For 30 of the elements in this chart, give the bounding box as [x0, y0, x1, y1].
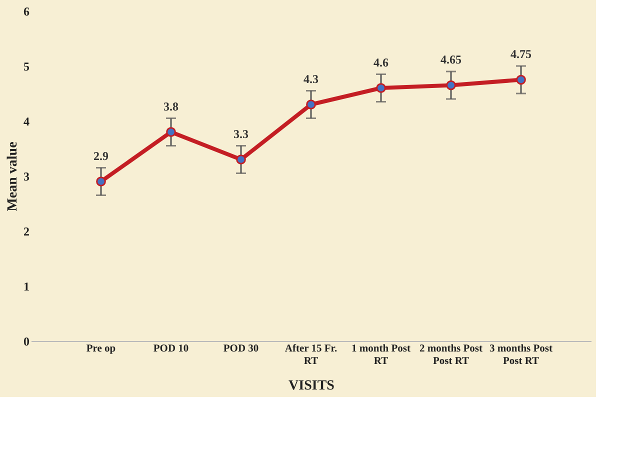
y-tick-label: 5 [24, 60, 30, 74]
y-axis-title: Mean value [6, 142, 20, 212]
x-tick-label: 3 months Post Post RT [489, 344, 553, 367]
y-tick-label: 2 [24, 224, 30, 238]
point [236, 154, 246, 164]
y-tick-label: 4 [24, 114, 30, 128]
x-tick-label: POD 30 [223, 344, 259, 354]
point [516, 74, 526, 85]
point [166, 127, 176, 137]
data-label: 3.8 [164, 99, 178, 114]
point [376, 83, 386, 93]
data-label: 2.9 [94, 148, 108, 163]
data-label: 4.75 [510, 47, 532, 61]
x-tick-label: 2 months Post Post RT [419, 344, 483, 367]
point [446, 80, 456, 90]
data-label: 3.3 [234, 126, 248, 141]
x-tick-label: 1 month Post RT [352, 344, 411, 367]
data-label: 4.6 [374, 55, 388, 70]
point [96, 176, 106, 186]
x-tick-label: Pre op [86, 344, 116, 354]
data-label: 4.65 [440, 52, 462, 66]
y-tick-label: 3 [24, 170, 30, 184]
x-tick-label: POD 10 [153, 344, 189, 354]
y-tick-label: 6 [24, 4, 30, 18]
point [306, 100, 316, 110]
y-tick-label: 0 [24, 334, 30, 348]
x-axis-title: VISITS [288, 378, 335, 394]
x-tick-label: After 15 Fr. RT [284, 344, 338, 367]
data-label: 4.3 [304, 72, 318, 86]
y-tick-label: 1 [24, 280, 30, 294]
